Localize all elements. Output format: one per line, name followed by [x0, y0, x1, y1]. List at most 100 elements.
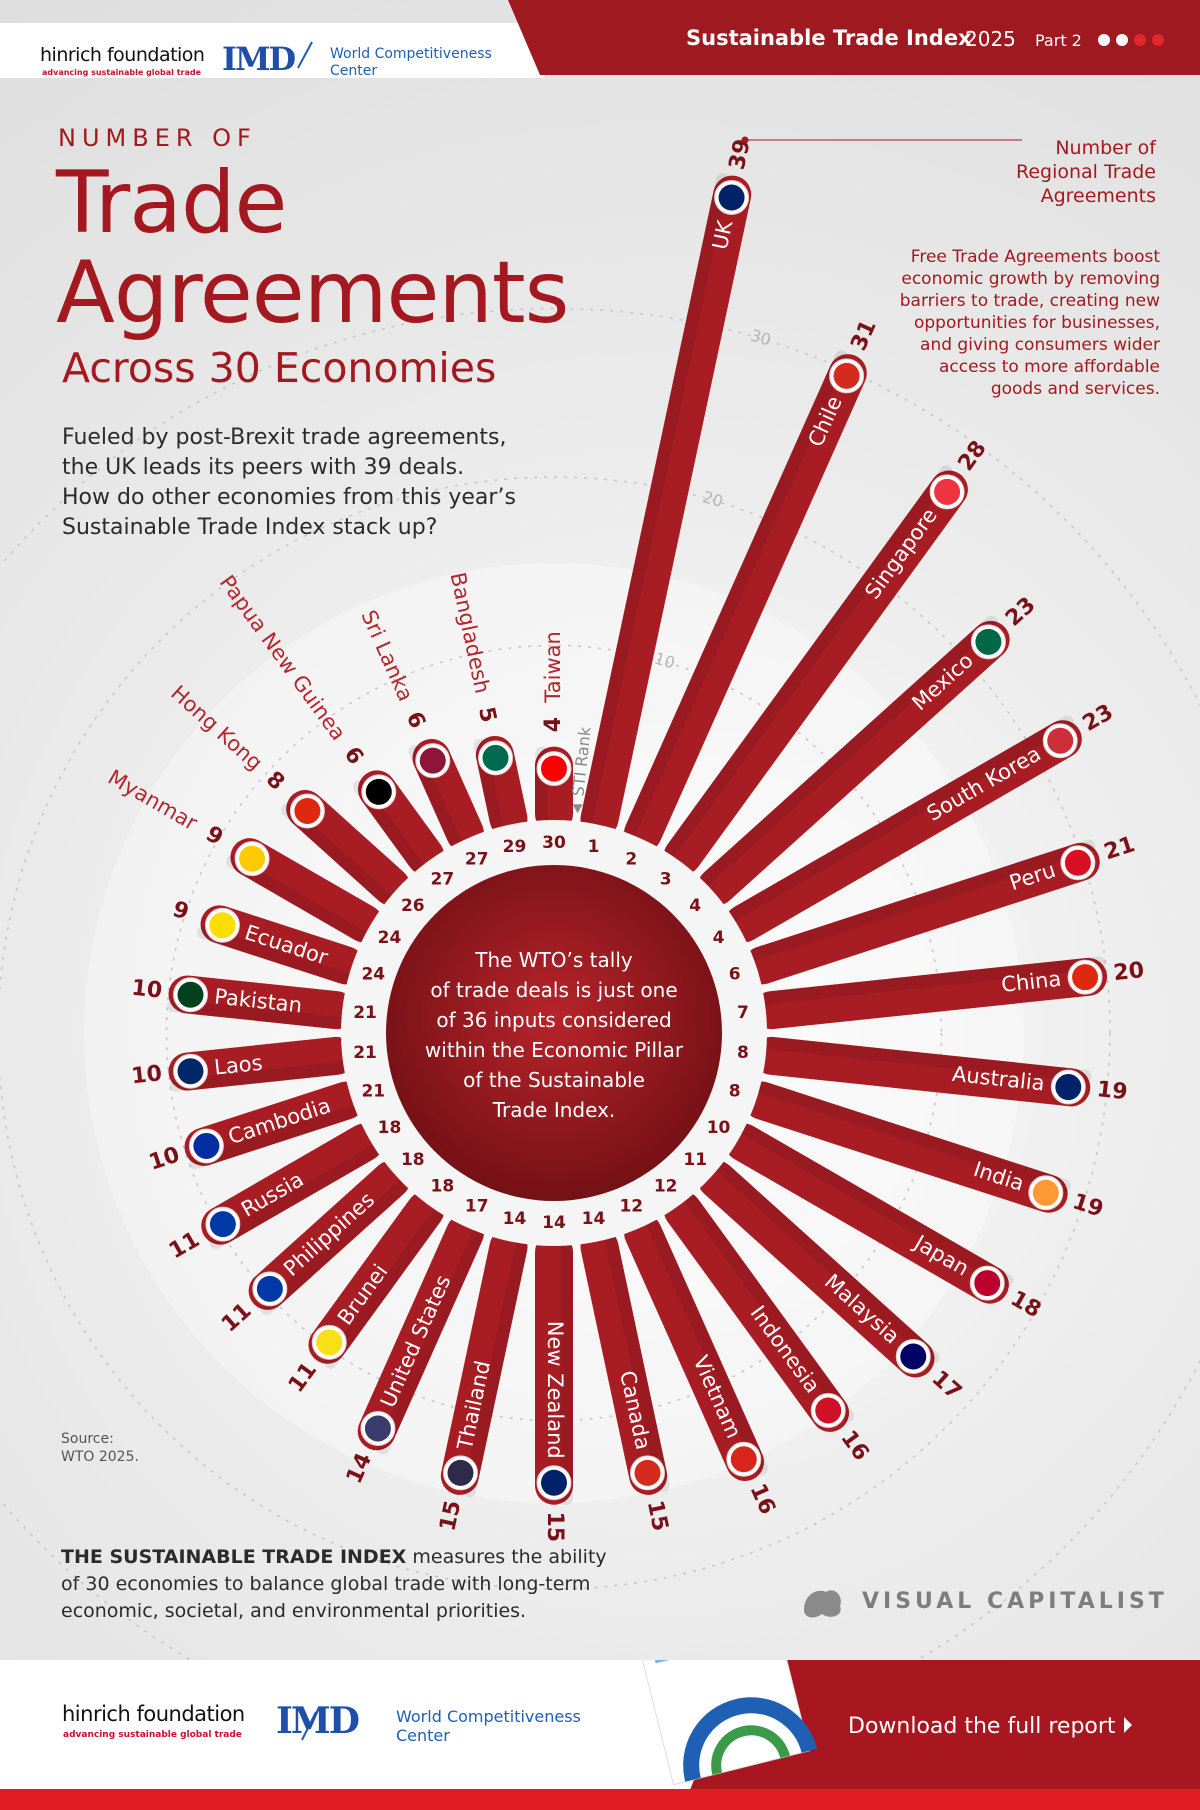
subtitle: Across 30 Economies [62, 344, 497, 392]
flag [256, 1275, 283, 1302]
intro-line: the UK leads its peers with 39 deals. [62, 455, 465, 480]
rank-label: 27 [465, 849, 489, 869]
value-label: 23 [1001, 593, 1040, 632]
source-label: Source: [61, 1431, 114, 1447]
footer-band [690, 1660, 1200, 1790]
download-link[interactable]: Download the full report [848, 1714, 1116, 1739]
bar-group [620, 350, 867, 852]
bar-group [168, 1036, 357, 1092]
value-label: 15 [435, 1498, 466, 1533]
rank-label: 21 [353, 1043, 377, 1063]
header-shapes [0, 0, 1200, 78]
category-label: Taiwan [541, 631, 565, 703]
bar [168, 1036, 356, 1091]
download-arrow [1124, 1717, 1132, 1733]
hinrich-tagline: advancing sustainable global trade [63, 1730, 242, 1740]
footer-strip [0, 1789, 1200, 1810]
intro-line: Sustainable Trade Index stack up? [62, 515, 438, 540]
value-label: 19 [1069, 1189, 1106, 1222]
rank-label: 12 [619, 1197, 643, 1217]
bar [743, 1081, 1068, 1213]
rank-label: 7 [737, 1003, 749, 1023]
index-line: economic, societal, and environmental pr… [61, 1600, 527, 1622]
flag [833, 362, 860, 389]
bar-shade [197, 926, 361, 988]
bar [535, 1233, 573, 1505]
bar [663, 470, 968, 875]
flag [447, 1459, 474, 1486]
center-line: within the Economic Pillar [424, 1038, 684, 1062]
index-name: THE SUSTAINABLE TRADE INDEX [61, 1546, 407, 1568]
annotation-line: goods and services. [990, 379, 1160, 399]
bar [697, 620, 1010, 906]
value-label: 39 [725, 137, 756, 172]
bar-shade [658, 465, 953, 865]
category-label: Singapore [860, 504, 942, 604]
bar-shade [578, 173, 729, 835]
legend-dot [741, 136, 749, 144]
bar-shade [167, 999, 354, 1031]
value-label: 10 [130, 976, 163, 1004]
value-label: 5 [473, 705, 501, 725]
rank-label: 24 [378, 928, 402, 948]
rank-label: 21 [353, 1003, 377, 1023]
flag [634, 1459, 661, 1486]
rank-label: 18 [430, 1177, 454, 1197]
bar [743, 842, 1100, 985]
bar-shade [709, 1155, 940, 1364]
intro-line: How do other economies from this year’s [62, 485, 516, 510]
part-label: Part 2 [1035, 31, 1082, 50]
bar [724, 1123, 1009, 1304]
bar-group [167, 975, 356, 1031]
vc-icon [804, 1590, 841, 1618]
bar-shade [732, 1118, 1014, 1287]
part-dot [1134, 34, 1146, 46]
center-note: The WTO’s tally of trade deals is just o… [404, 945, 704, 1125]
value-label: 4 [541, 717, 566, 732]
flag [239, 845, 266, 872]
rank-label: 3 [660, 869, 672, 889]
center-line: The WTO’s tally [475, 948, 633, 972]
annotation-line: Free Trade Agreements boost [910, 247, 1160, 267]
bar [357, 1214, 484, 1451]
bar-shade [754, 1035, 1092, 1083]
flag [177, 981, 204, 1008]
rank-label: 8 [729, 1082, 741, 1102]
value-label: 9 [170, 897, 192, 926]
rank-label: 2 [625, 849, 637, 869]
flag [541, 755, 567, 782]
bar [440, 1228, 528, 1495]
imd-logo: IMD [276, 1700, 360, 1742]
legend-line-text: Number of [1055, 137, 1156, 159]
bar [580, 1228, 668, 1495]
bar-shade [560, 1233, 573, 1505]
bar [200, 905, 365, 985]
annotation-line: and giving consumers wider [920, 335, 1160, 355]
value-label: 20 [1112, 958, 1145, 986]
value-label: 18 [1006, 1286, 1045, 1323]
bar-group [578, 173, 752, 838]
bar [697, 1160, 935, 1378]
value-label: 15 [642, 1498, 673, 1533]
thumb-arc [711, 1725, 790, 1775]
bar-shade [643, 1210, 769, 1475]
rank-label: 14 [542, 1213, 566, 1233]
bar-shade [280, 803, 399, 911]
flag [974, 1270, 1001, 1297]
value-label: 21 [1101, 832, 1138, 865]
imd-name-line: World Competitiveness [396, 1707, 581, 1726]
rank-label: 27 [430, 869, 454, 889]
value-label: 17 [927, 1366, 966, 1405]
footer-shapes [0, 1660, 1200, 1810]
flag [177, 1058, 204, 1085]
bar-group [739, 839, 1100, 985]
flag [209, 912, 236, 939]
rank-label: 18 [378, 1118, 402, 1138]
index-line: THE SUSTAINABLE TRADE INDEX measures the… [61, 1544, 607, 1571]
value-label: 31 [846, 316, 881, 354]
flag [209, 1211, 236, 1238]
title-line: Trade [56, 153, 287, 253]
annotation-line: barriers to trade, creating new [899, 291, 1160, 311]
index-description: THE SUSTAINABLE TRADE INDEX measures the… [61, 1544, 607, 1625]
